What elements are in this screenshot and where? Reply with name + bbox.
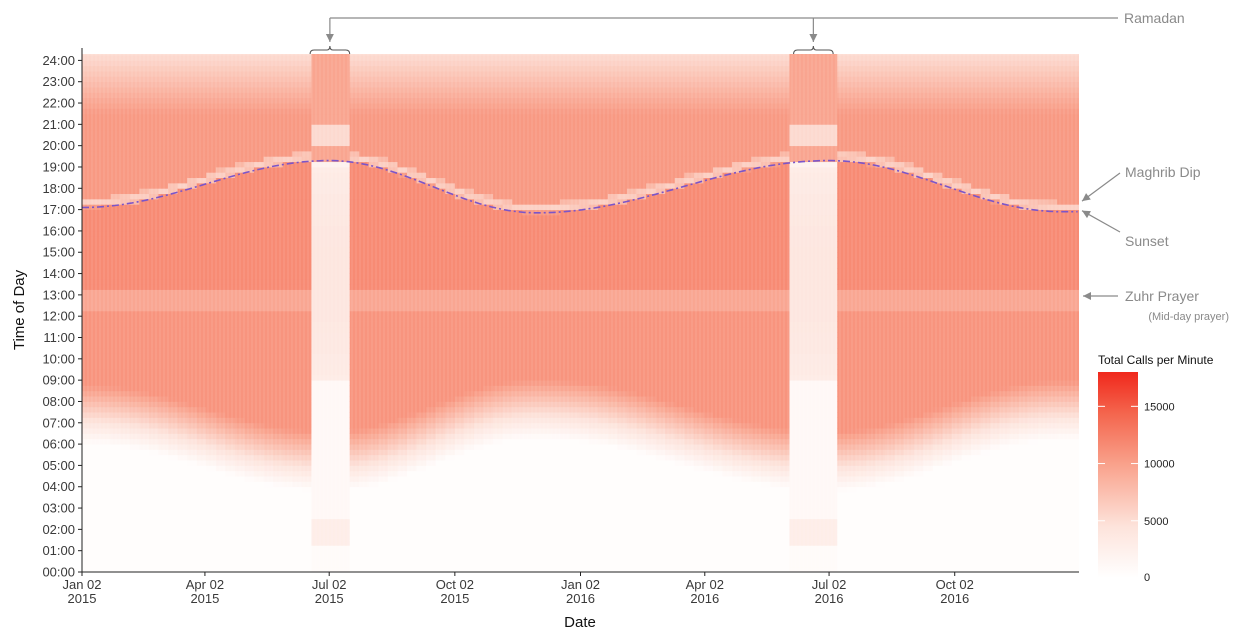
heatmap-cells: [82, 54, 1079, 572]
